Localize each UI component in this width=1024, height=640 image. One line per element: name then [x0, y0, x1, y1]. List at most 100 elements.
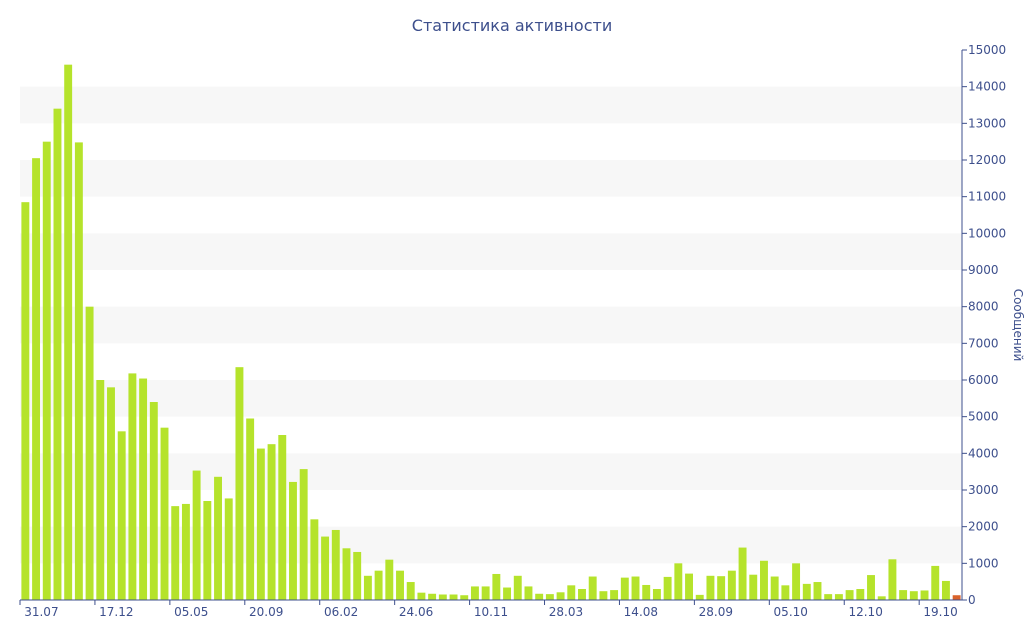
y-tick-label: 15000 [968, 43, 1006, 57]
y-tick-label: 5000 [968, 410, 999, 424]
bar [706, 575, 715, 600]
bar [417, 592, 426, 600]
bar [567, 585, 576, 600]
bar [674, 563, 683, 600]
y-axis-ticks: 0 1000 2000 3000 4000 5000 6000 7000 8000 9000 100… [962, 43, 1006, 607]
bar [588, 576, 597, 600]
bar [652, 589, 661, 600]
bar [85, 306, 94, 600]
bar [385, 559, 394, 600]
bar [909, 591, 918, 600]
bar [792, 563, 801, 600]
bar [503, 587, 512, 600]
bar [631, 576, 640, 600]
bar [717, 576, 726, 600]
bar [524, 586, 533, 600]
x-tick-label: 28.03 [549, 605, 583, 619]
bar [214, 476, 222, 600]
bar [235, 367, 244, 600]
bar [470, 586, 479, 600]
bar [53, 108, 62, 601]
bar [941, 580, 950, 600]
y-tick-label: 13000 [968, 116, 1006, 130]
y-axis-label: Сообщений [1011, 289, 1024, 362]
bar [535, 593, 544, 600]
bar [363, 575, 372, 600]
grid-band [20, 453, 962, 490]
bar [931, 565, 940, 600]
x-tick-label: 20.09 [249, 605, 283, 619]
y-tick-label: 10000 [968, 226, 1006, 240]
x-tick-label: 14.08 [624, 605, 658, 619]
bar [952, 595, 961, 600]
x-tick-label: 12.10 [848, 605, 882, 619]
bar [867, 575, 875, 600]
bar [396, 570, 404, 600]
bar [610, 590, 619, 600]
bar [321, 536, 330, 600]
bar [192, 470, 201, 600]
bar [685, 573, 693, 600]
grid-band [20, 233, 962, 270]
bar [824, 594, 833, 600]
chart-title: Статистика активности [412, 16, 612, 35]
bar [578, 589, 586, 600]
bar [460, 595, 469, 600]
x-axis-ticks: 31.07 17.12 05.05 20.09 06.02 24.06 10.11 28.03… [19, 600, 958, 619]
bar [749, 574, 758, 600]
bar [877, 596, 886, 600]
bar [760, 560, 768, 600]
bar [149, 402, 158, 600]
bar [406, 582, 415, 600]
bar [117, 431, 126, 600]
bar [278, 435, 287, 600]
bar [481, 586, 490, 600]
grid-bands [20, 86, 962, 564]
x-tick-label: 06.02 [324, 605, 358, 619]
x-tick-label: 10.11 [474, 605, 508, 619]
bar [888, 559, 897, 600]
bar [107, 387, 115, 600]
y-tick-label: 4000 [968, 446, 999, 460]
bar [834, 594, 843, 600]
bar [96, 380, 105, 600]
bar [642, 584, 651, 600]
bar [727, 570, 736, 600]
bar [32, 158, 41, 601]
bar [428, 593, 437, 600]
bar [181, 503, 190, 600]
bar [556, 592, 565, 600]
bar [289, 481, 297, 600]
y-tick-label: 7000 [968, 336, 999, 350]
grid-band [20, 306, 962, 344]
bar [438, 594, 447, 600]
bar [224, 498, 233, 600]
y-tick-label: 8000 [968, 300, 999, 314]
bar [171, 506, 180, 600]
bar [139, 378, 148, 600]
x-tick-label: 05.05 [174, 605, 208, 619]
bar [545, 594, 554, 600]
y-tick-label: 1000 [968, 556, 999, 570]
bar [203, 501, 212, 600]
bar [21, 202, 30, 601]
bar [813, 582, 822, 600]
x-tick-label: 28.09 [699, 605, 733, 619]
bar [353, 551, 362, 600]
y-tick-label: 0 [968, 593, 976, 607]
bar [856, 589, 865, 600]
bar [256, 448, 265, 600]
grid-band [20, 160, 962, 197]
y-tick-label: 6000 [968, 373, 999, 387]
bar [128, 373, 137, 600]
bar [695, 594, 704, 600]
bar [331, 529, 340, 600]
y-tick-label: 2000 [968, 520, 999, 534]
bar [920, 590, 929, 600]
bar [299, 469, 308, 600]
bar [374, 570, 383, 600]
bar [738, 547, 747, 600]
y-tick-label: 12000 [968, 153, 1006, 167]
bar [64, 64, 73, 601]
